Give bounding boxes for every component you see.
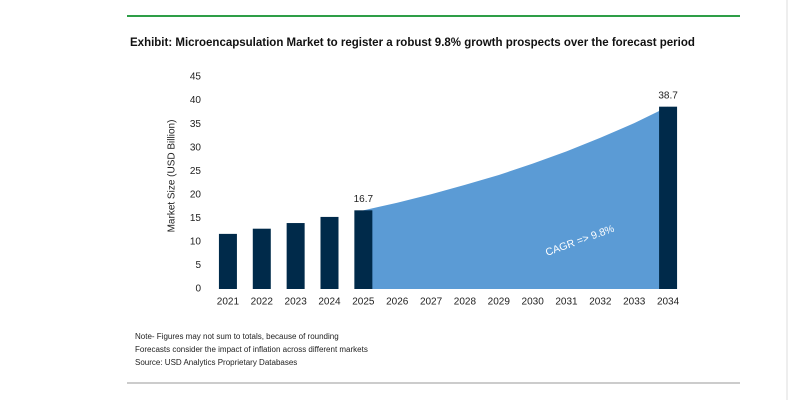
y-axis-label: Market Size (USD Billion): [167, 120, 178, 233]
y-tick-label: 5: [195, 260, 201, 271]
x-tick-label: 2032: [589, 297, 612, 308]
x-tick-label: 2023: [285, 297, 308, 308]
bar: [659, 106, 678, 290]
bar: [286, 223, 305, 289]
x-tick-label: 2033: [623, 297, 646, 308]
x-tick-label: 2029: [488, 297, 511, 308]
chart-title: Exhibit: Microencapsulation Market to re…: [130, 37, 695, 49]
bar: [218, 233, 237, 289]
y-tick-label: 25: [190, 166, 202, 177]
bar: [354, 210, 373, 289]
bar: [252, 228, 271, 289]
y-tick-label: 0: [195, 284, 201, 295]
x-tick-label: 2034: [657, 297, 680, 308]
x-tick-label: 2024: [318, 297, 341, 308]
note: Forecasts consider the impact of inflati…: [135, 345, 368, 354]
note: Source: USD Analytics Proprietary Databa…: [135, 358, 297, 367]
y-tick-label: 45: [190, 72, 202, 83]
x-tick-label: 2027: [420, 297, 443, 308]
data-label: 16.7: [354, 194, 374, 205]
data-label: 38.7: [658, 90, 678, 101]
bar: [320, 216, 339, 289]
x-tick-label: 2028: [454, 297, 477, 308]
x-tick-label: 2026: [386, 297, 409, 308]
x-tick-label: 2031: [555, 297, 578, 308]
y-tick-label: 30: [190, 142, 202, 153]
y-tick-label: 15: [190, 213, 202, 224]
area: [363, 106, 669, 290]
y-tick-label: 10: [190, 237, 202, 248]
x-tick-label: 2021: [217, 297, 240, 308]
x-tick-label: 2030: [522, 297, 545, 308]
x-tick-label: 2022: [251, 297, 274, 308]
x-tick-label: 2025: [352, 297, 375, 308]
y-tick-label: 40: [190, 95, 202, 106]
note: Note- Figures may not sum to totals, bec…: [135, 332, 339, 341]
y-tick-label: 20: [190, 189, 202, 200]
y-tick-label: 35: [190, 119, 202, 130]
